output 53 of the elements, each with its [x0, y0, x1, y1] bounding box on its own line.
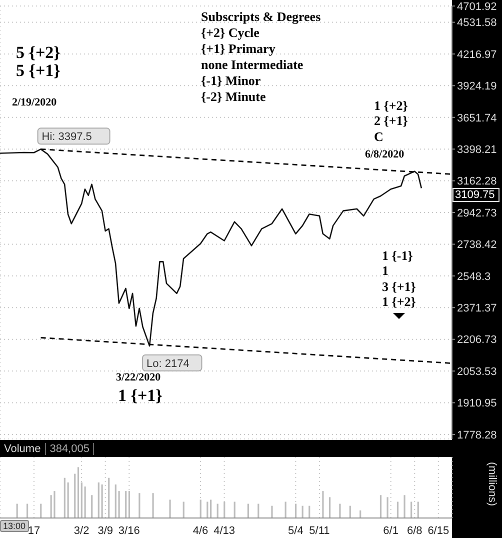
text: 3109.75 [455, 188, 495, 201]
chart-title: Volume [0, 442, 46, 454]
x-tick-label: 6/8 [406, 524, 422, 537]
annotation: 5 {+2} [16, 42, 61, 62]
y-tick-label: 3651.74 [457, 112, 497, 124]
x-tick-label: 6/1 [383, 524, 398, 537]
y-axis-title: (millions) [486, 462, 498, 506]
y-tick-label: 3924.19 [457, 80, 497, 93]
annotation: 5 {+1} [16, 60, 61, 80]
annotation: 1 {+2} [374, 98, 408, 113]
y-tick-label: 2942.73 [457, 207, 497, 220]
annotation: 3/22/2020 [116, 372, 162, 384]
annotation: Lo: 2174 [146, 358, 190, 370]
x-tick-label: 17 [28, 524, 40, 537]
x-tick-label: 5/11 [309, 524, 330, 537]
annotation: {+2} Cycle [201, 24, 260, 40]
x-tick-label: 3/16 [118, 524, 140, 537]
annotation: 2/19/2020 [12, 96, 58, 109]
text: 13:00 [0, 520, 29, 532]
y-tick-label: 3398.21 [457, 144, 497, 156]
y-tick-label: 2053.53 [457, 366, 497, 378]
annotation: 1 {-1} [382, 248, 413, 263]
x-tick-label: 5/4 [288, 524, 304, 537]
y-tick-label: 1910.95 [457, 398, 497, 410]
annotation: 3 {+1} [382, 278, 416, 294]
header-strip: Volume 384,005 [0, 440, 452, 457]
annotation: {-2} Minute [201, 88, 266, 104]
y-tick-label: 4531.58 [457, 17, 497, 30]
x-tick-label: 4/13 [214, 524, 236, 537]
annotation: none Intermediate [201, 56, 304, 72]
x-tick-label: 6/15 [428, 524, 450, 537]
y-tick-label: 4701.92 [457, 0, 497, 13]
annotation: C [374, 128, 384, 144]
y-tick-label: 2738.42 [457, 239, 497, 252]
y-tick-label: 3162.28 [457, 176, 497, 188]
y-tick-label: 1778.28 [457, 429, 497, 442]
x-tick-label: 3/2 [74, 524, 90, 537]
y-tick-label: 4216.97 [457, 48, 497, 61]
line-series [0, 148, 422, 347]
annotation: 2 {+1} [374, 112, 408, 128]
y-tick-label: 2548.3 [457, 270, 491, 283]
annotation: {-1} Minor [201, 72, 261, 88]
y-tick-label: 2206.73 [457, 334, 497, 346]
x-tick-label: 4/6 [192, 524, 208, 537]
annotation: Subscripts & Degrees [201, 8, 321, 24]
annotation: 1 [382, 262, 388, 278]
annotation: Hi: 3397.5 [42, 131, 92, 144]
annotation: {+1} Primary [201, 40, 276, 56]
annotation: 6/8/2020 [365, 148, 405, 161]
annotation: 1 {+2} [382, 294, 416, 309]
annotation: 1 {+1} [118, 386, 163, 405]
y-tick-label: 2371.37 [457, 302, 497, 315]
x-tick-label: 3/9 [98, 524, 113, 537]
